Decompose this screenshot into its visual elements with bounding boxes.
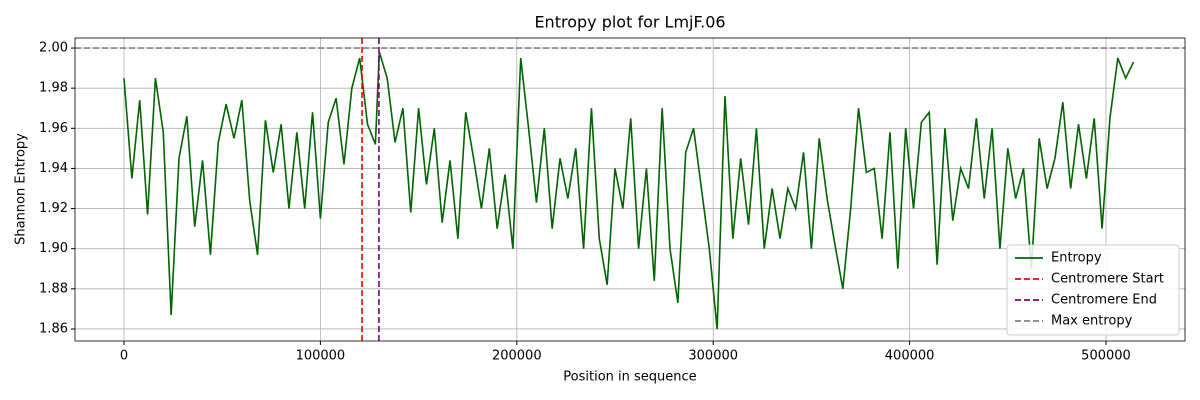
y-tick-label: 1.98 xyxy=(39,81,68,96)
legend-label: Max entropy xyxy=(1051,314,1133,329)
entropy-line xyxy=(123,51,1135,330)
x-tick-label: 500000 xyxy=(1081,349,1131,364)
x-axis-label: Position in sequence xyxy=(563,370,696,385)
y-tick-label: 1.94 xyxy=(39,161,68,176)
y-tick-label: 1.92 xyxy=(39,201,68,216)
x-tick-label: 300000 xyxy=(688,349,738,364)
y-axis-label: Shannon Entropy xyxy=(14,133,29,245)
y-tick-label: 1.90 xyxy=(39,241,68,256)
y-tick-label: 1.86 xyxy=(39,321,68,336)
y-tick-label: 2.00 xyxy=(39,41,68,56)
x-tick-label: 0 xyxy=(120,349,128,364)
legend-label: Centromere End xyxy=(1051,293,1157,308)
legend-label: Centromere Start xyxy=(1051,272,1164,287)
x-tick-label: 400000 xyxy=(885,349,935,364)
y-tick-label: 1.96 xyxy=(39,121,68,136)
x-tick-label: 200000 xyxy=(492,349,542,364)
plot-frame xyxy=(74,37,1186,342)
x-tick-label: 100000 xyxy=(296,349,346,364)
legend-box xyxy=(1006,244,1180,336)
chart-title: Entropy plot for LmjF.06 xyxy=(534,13,725,32)
legend-label: Entropy xyxy=(1051,251,1102,266)
y-tick-label: 1.88 xyxy=(39,281,68,296)
